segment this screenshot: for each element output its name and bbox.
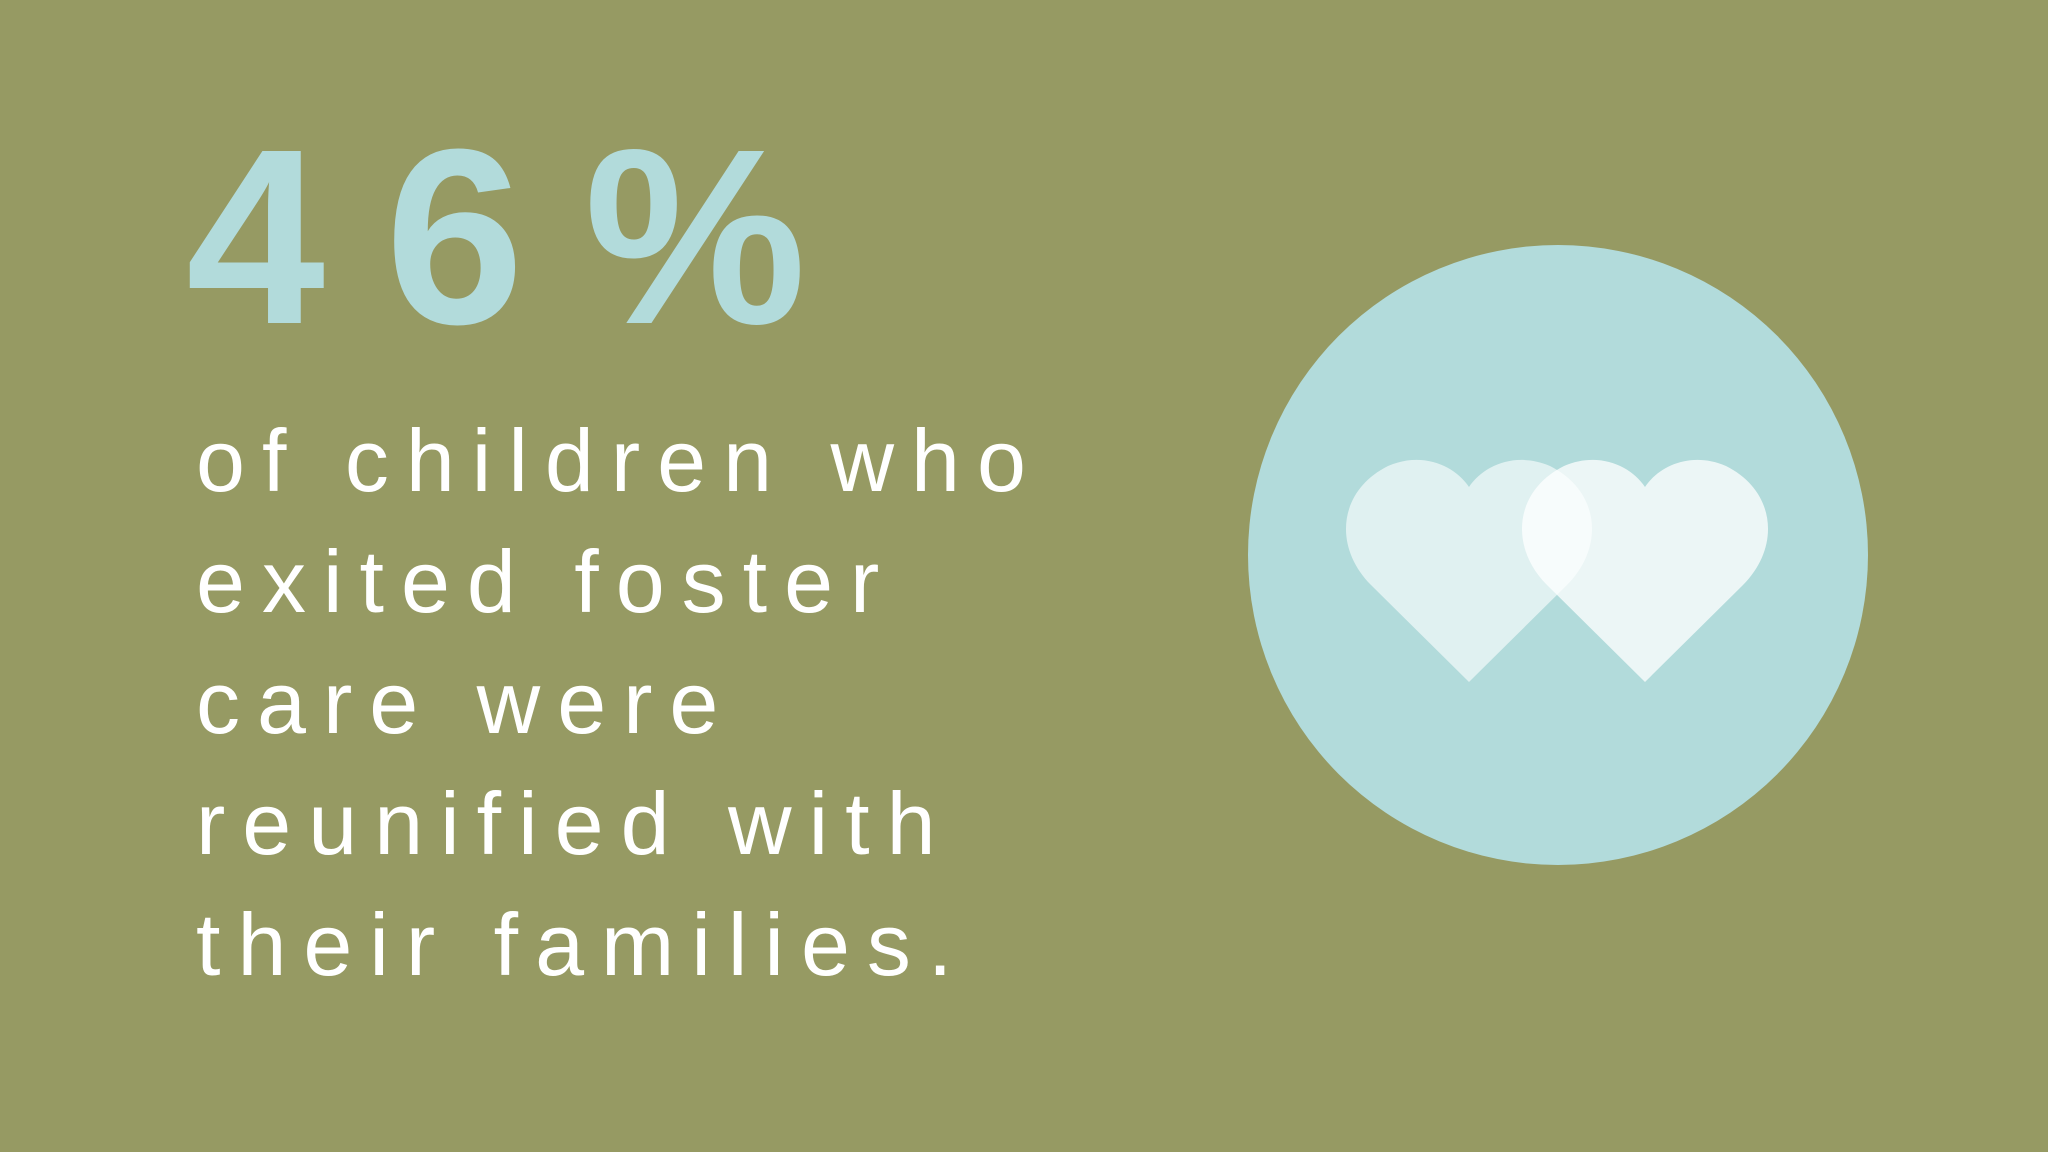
description-line: of children who: [196, 411, 1043, 510]
description-line: care were: [196, 653, 736, 752]
description: of children who exited foster care were reu…: [196, 400, 1196, 1005]
description-line: exited foster: [196, 532, 897, 631]
heart-right: [1521, 459, 1769, 682]
stat-figure: 46%: [186, 97, 867, 376]
description-line: their families.: [196, 895, 970, 994]
description-line: reunified with: [196, 774, 953, 873]
